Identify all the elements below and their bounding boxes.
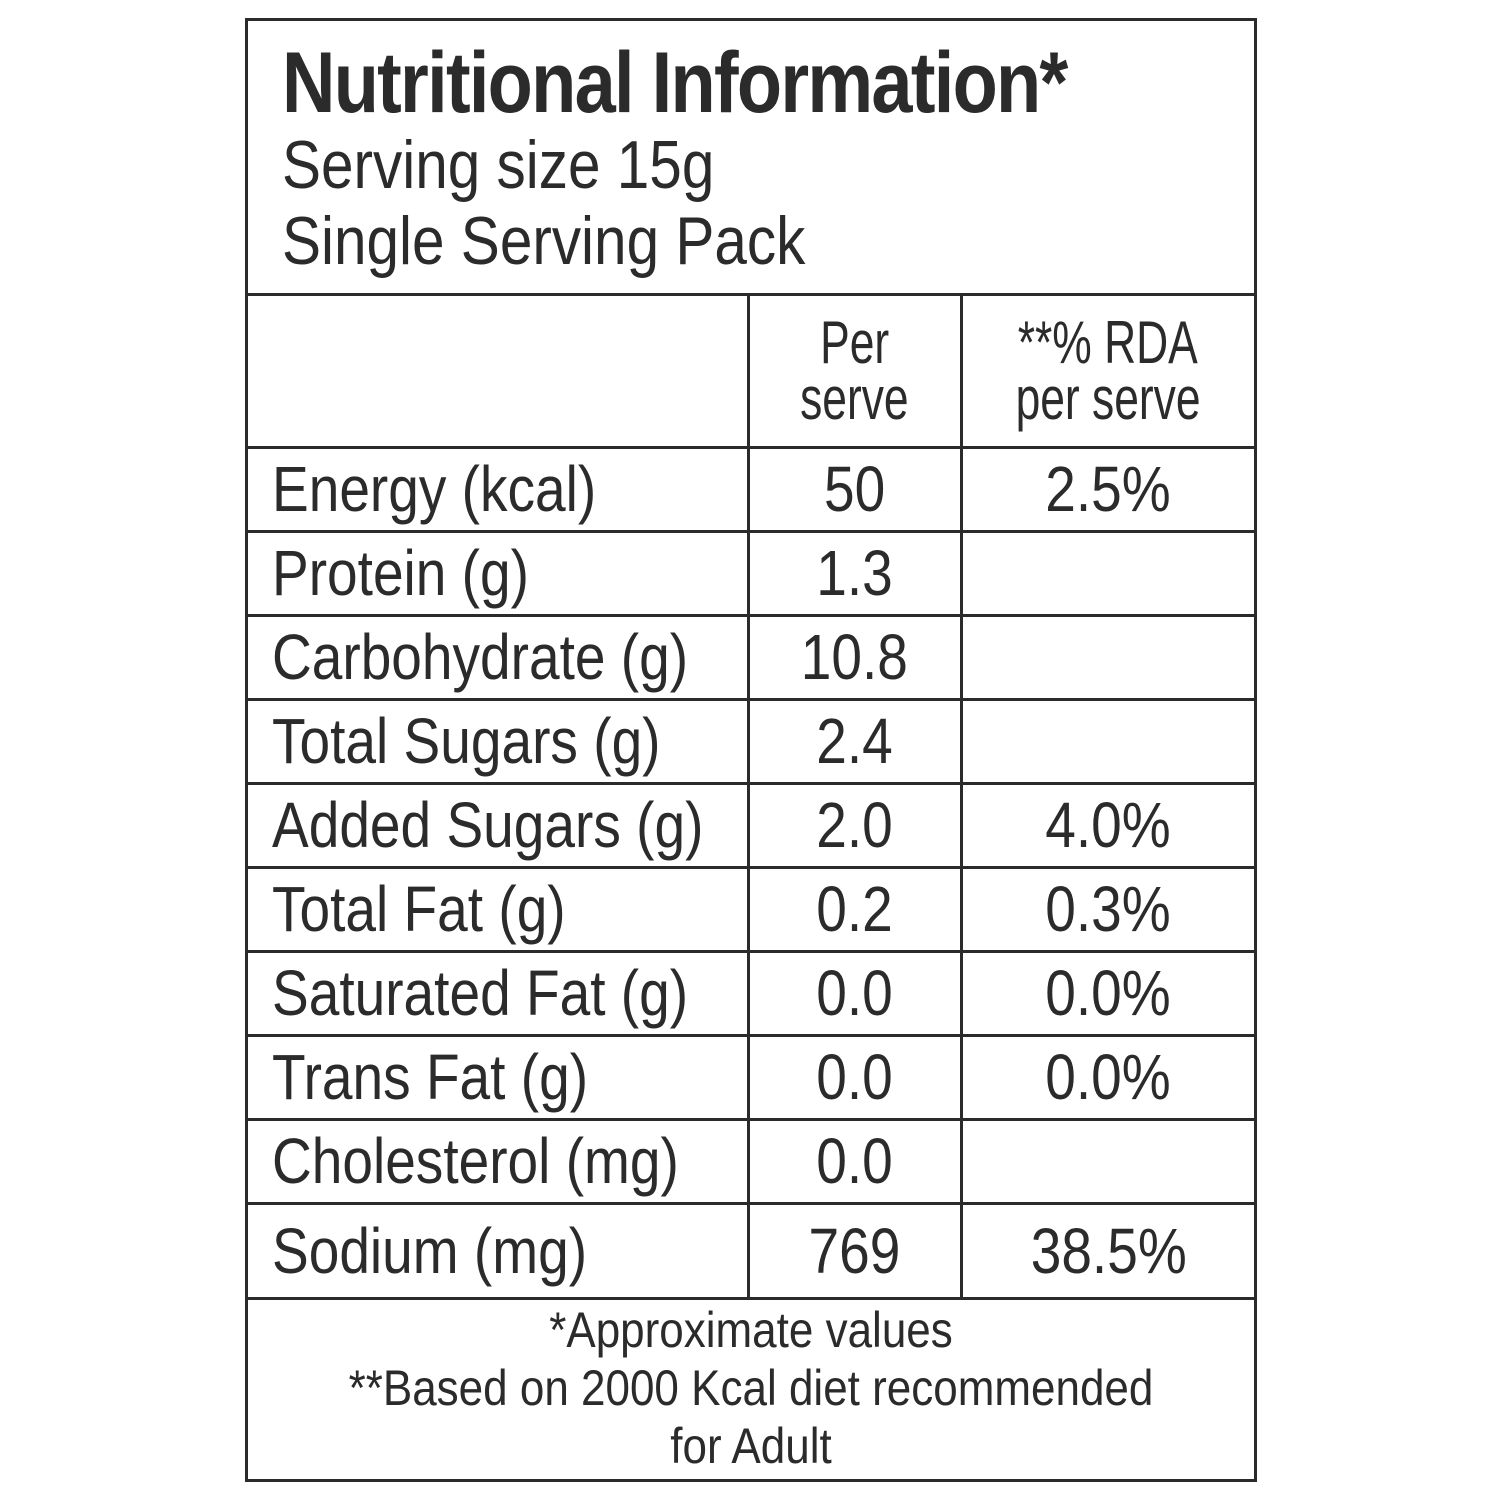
table-row: Total Fat (g) 0.2 0.3% (248, 865, 1254, 953)
nutrient-name: Total Sugars (g) (248, 697, 750, 785)
per-serve-header-line1: Per (819, 308, 890, 376)
per-serve-value: 50 (746, 445, 963, 533)
table-row: Trans Fat (g) 0.0 0.0% (248, 1033, 1254, 1121)
rda-value: 0.0% (959, 949, 1254, 1037)
table-row: Added Sugars (g) 2.0 4.0% (248, 781, 1254, 869)
per-serve-value: 1.3 (746, 529, 963, 617)
nutrient-name: Saturated Fat (g) (248, 949, 750, 1037)
rda-value: 4.0% (959, 781, 1254, 869)
nutrient-name: Sodium (mg) (248, 1201, 750, 1300)
table-row: Protein (g) 1.3 (248, 529, 1254, 617)
nutrient-name: Total Fat (g) (248, 865, 750, 953)
nutrition-label: Nutritional Information* Serving size 15… (245, 18, 1257, 1482)
rda-value (959, 1117, 1254, 1205)
per-serve-value: 769 (746, 1201, 963, 1300)
nutrient-name: Energy (kcal) (248, 445, 750, 533)
per-serve-column-header: Per serve (746, 296, 963, 449)
table-row: Total Sugars (g) 2.4 (248, 697, 1254, 785)
rda-header-line1: **% RDA (1018, 308, 1199, 376)
label-title: Nutritional Information* (282, 35, 1068, 131)
rda-value (959, 697, 1254, 785)
label-header: Nutritional Information* Serving size 15… (248, 21, 1254, 296)
nutrient-column-header (248, 296, 750, 449)
pack-type: Single Serving Pack (282, 203, 806, 279)
rda-header-line2: per serve (1015, 364, 1201, 432)
rda-value: 2.5% (959, 445, 1254, 533)
footnote-rda-basis: **Based on 2000 Kcal diet recommended (348, 1360, 1154, 1416)
per-serve-value: 0.0 (746, 949, 963, 1037)
table-row: Sodium (mg) 769 38.5% (248, 1201, 1254, 1300)
rda-value: 0.3% (959, 865, 1254, 953)
nutrient-name: Added Sugars (g) (248, 781, 750, 869)
table-row: Energy (kcal) 50 2.5% (248, 445, 1254, 533)
per-serve-value: 0.0 (746, 1117, 963, 1205)
label-footnotes: *Approximate values **Based on 2000 Kcal… (248, 1293, 1254, 1479)
per-serve-value: 0.2 (746, 865, 963, 953)
nutrient-name: Trans Fat (g) (248, 1033, 750, 1121)
table-row: Saturated Fat (g) 0.0 0.0% (248, 949, 1254, 1037)
nutrient-name: Carbohydrate (g) (248, 613, 750, 701)
table-row: Cholesterol (mg) 0.0 (248, 1117, 1254, 1205)
footnote-rda-basis-cont: for Adult (670, 1418, 832, 1474)
rda-value (959, 613, 1254, 701)
per-serve-value: 0.0 (746, 1033, 963, 1121)
nutrition-table: Per serve **% RDA per serve Energy (kcal) … (248, 296, 1254, 1300)
rda-value: 38.5% (959, 1201, 1254, 1300)
rda-value: 0.0% (959, 1033, 1254, 1121)
table-row: Carbohydrate (g) 10.8 (248, 613, 1254, 701)
per-serve-value: 10.8 (746, 613, 963, 701)
per-serve-value: 2.0 (746, 781, 963, 869)
footnote-approximate: *Approximate values (549, 1302, 953, 1358)
rda-column-header: **% RDA per serve (959, 296, 1254, 449)
nutrient-name: Protein (g) (248, 529, 750, 617)
rda-value (959, 529, 1254, 617)
nutrient-name: Cholesterol (mg) (248, 1117, 750, 1205)
serving-size: Serving size 15g (282, 127, 715, 203)
per-serve-value: 2.4 (746, 697, 963, 785)
table-header-row: Per serve **% RDA per serve (248, 296, 1254, 449)
per-serve-header-line2: serve (800, 364, 909, 432)
